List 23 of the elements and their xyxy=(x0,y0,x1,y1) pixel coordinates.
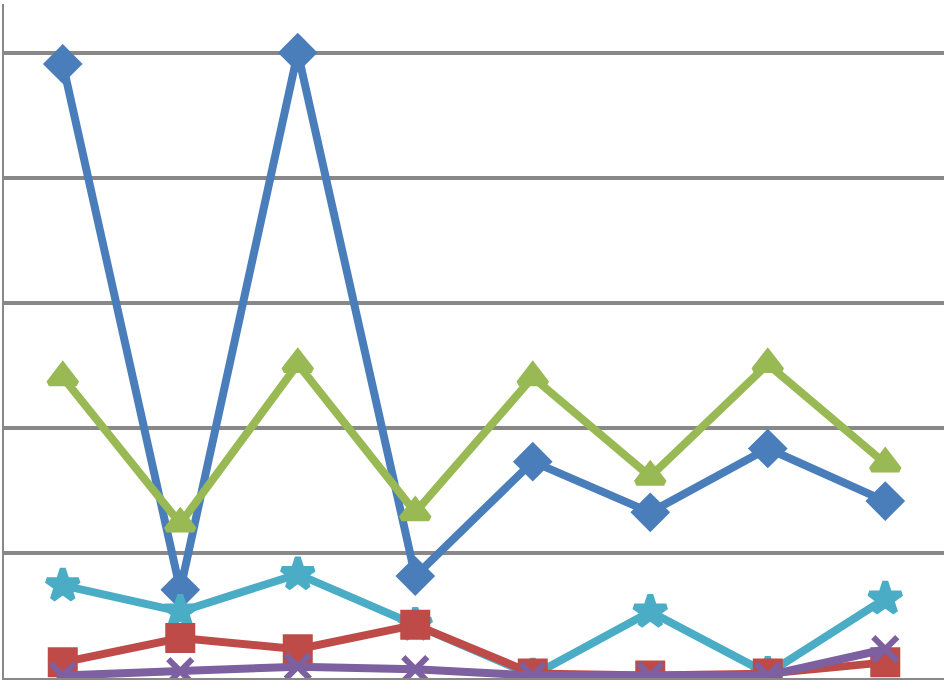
point xyxy=(45,362,80,387)
point xyxy=(43,565,82,603)
point xyxy=(631,591,670,629)
point xyxy=(396,557,434,595)
point xyxy=(749,429,787,468)
point xyxy=(282,651,313,678)
point xyxy=(633,461,668,486)
point xyxy=(278,554,317,591)
point xyxy=(868,448,903,473)
point xyxy=(750,349,785,374)
point xyxy=(866,578,905,616)
point xyxy=(631,493,669,531)
point xyxy=(398,497,433,522)
point xyxy=(163,508,198,533)
point xyxy=(165,622,196,653)
point xyxy=(400,654,431,678)
point xyxy=(44,45,82,83)
point xyxy=(279,34,317,72)
point xyxy=(866,482,904,520)
point xyxy=(870,634,901,665)
point xyxy=(515,362,550,387)
point xyxy=(514,443,552,481)
point xyxy=(280,349,315,374)
